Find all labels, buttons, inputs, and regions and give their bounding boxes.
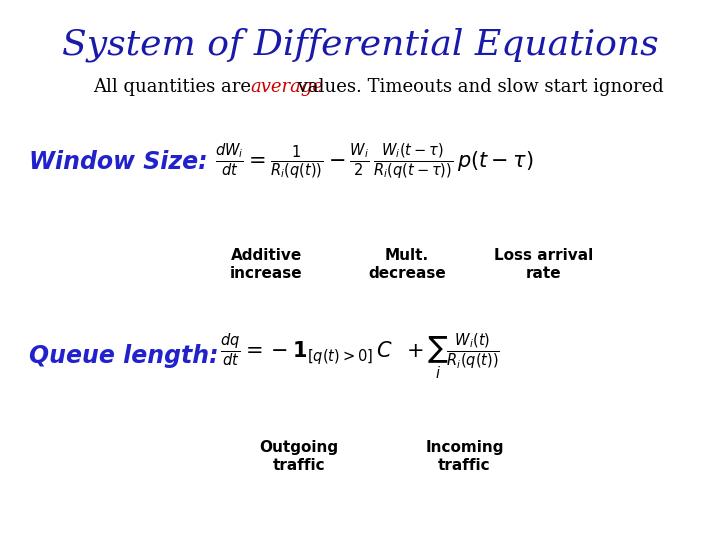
Text: Additive
increase: Additive increase — [230, 248, 302, 281]
Text: Loss arrival
rate: Loss arrival rate — [494, 248, 593, 281]
Text: $\frac{dW_i}{dt} = \frac{1}{R_i(q(t))} - \frac{W_i}{2}\,\frac{W_i(t-\tau)}{R_i(q: $\frac{dW_i}{dt} = \frac{1}{R_i(q(t))} -… — [215, 142, 534, 182]
Text: Queue length:: Queue length: — [29, 345, 218, 368]
Text: Outgoing
traffic: Outgoing traffic — [259, 440, 338, 472]
Text: Incoming
traffic: Incoming traffic — [425, 440, 504, 472]
Text: All quantities are: All quantities are — [94, 78, 257, 96]
Text: average: average — [251, 78, 323, 96]
Text: Window Size:: Window Size: — [29, 150, 207, 174]
Text: Mult.
decrease: Mult. decrease — [368, 248, 446, 281]
Text: values. Timeouts and slow start ignored: values. Timeouts and slow start ignored — [292, 78, 663, 96]
Text: System of Differential Equations: System of Differential Equations — [62, 27, 658, 62]
Text: $\frac{dq}{dt} = -\mathbf{1}_{[q(t)>0]}\,C \;\; + \sum_i \frac{W_i(t)}{R_i(q(t)): $\frac{dq}{dt} = -\mathbf{1}_{[q(t)>0]}\… — [220, 331, 500, 382]
